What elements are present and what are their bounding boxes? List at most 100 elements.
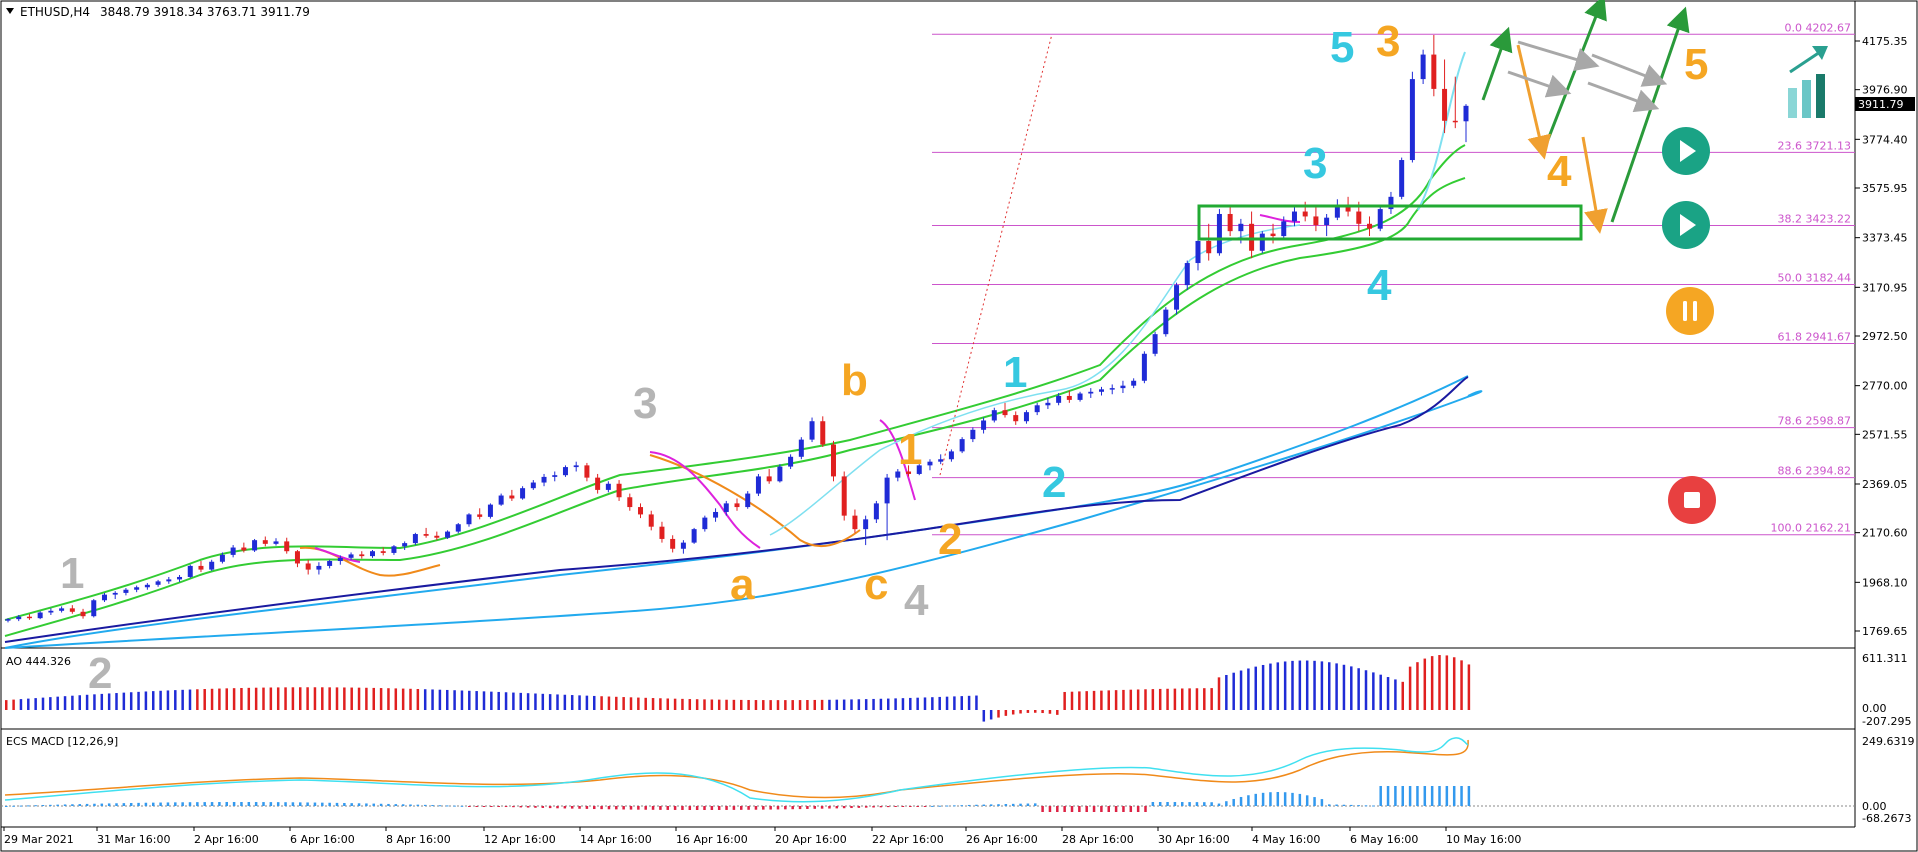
candle [423, 527, 429, 538]
time-tick-label: 8 Apr 16:00 [386, 833, 451, 846]
ao-bar [210, 688, 214, 710]
macd-bar [71, 804, 74, 806]
dropdown-triangle-icon[interactable] [6, 8, 14, 14]
macd-bar [747, 806, 750, 810]
ao-bar [806, 700, 809, 710]
candle [627, 493, 633, 511]
macd-bar [1034, 803, 1037, 806]
macd-bar [1136, 806, 1140, 812]
macd-line [4, 737, 1469, 803]
ao-bar [754, 700, 758, 710]
ao-bar [1394, 679, 1397, 710]
ao-bar [600, 696, 603, 710]
price-tick-label: 3774.40 [1862, 133, 1908, 146]
ao-bar [1445, 655, 1449, 710]
macd-bar [225, 802, 228, 806]
macd-bar [1122, 806, 1125, 812]
ao-tick-label: 0.00 [1862, 702, 1887, 715]
ao-bar [644, 697, 647, 710]
macd-bar [423, 804, 427, 806]
macd-bar [1173, 802, 1177, 806]
ao-bar [1276, 662, 1280, 710]
pause-button[interactable] [1666, 287, 1714, 335]
ao-bar [1085, 691, 1088, 710]
wave-label-gray: 2 [88, 649, 112, 698]
ao-bar [607, 696, 611, 710]
ao-bar [637, 697, 640, 710]
ao-bar [534, 693, 537, 710]
down-arrow-2 [1581, 136, 1608, 234]
candle [648, 510, 654, 531]
ao-bar [769, 700, 772, 710]
ao-bar [570, 695, 574, 710]
ao-bar [989, 710, 993, 720]
ao-bar [1144, 689, 1147, 710]
ao-bar [673, 698, 677, 710]
macd-bar [1085, 806, 1088, 812]
fib-label: 61.8 2941.67 [1778, 331, 1851, 344]
macd-bar [1100, 806, 1103, 812]
macd-bar [12, 805, 15, 807]
candle [1249, 211, 1255, 259]
wave-label-cyan: 5 [1330, 23, 1354, 72]
support-box [1197, 204, 1583, 241]
macd-bar [1063, 806, 1066, 812]
macd-bar [1342, 804, 1346, 806]
candle [48, 608, 54, 615]
macd-bar [710, 806, 714, 810]
ao-bar [438, 689, 442, 710]
candle [638, 503, 644, 519]
macd-bar [762, 806, 765, 810]
macd-bar [784, 806, 787, 810]
macd-bar [262, 802, 265, 806]
macd-bar [1041, 806, 1044, 812]
candle [670, 535, 676, 553]
time-tick-label: 28 Apr 16:00 [1062, 833, 1134, 846]
ao-bar [1401, 681, 1404, 710]
wave-label-orange: 2 [938, 515, 962, 564]
candle [16, 614, 22, 622]
macd-bar [909, 806, 912, 807]
candle [1023, 410, 1029, 424]
ao-bar [909, 697, 912, 710]
macd-bar [732, 806, 736, 810]
macd-bar [431, 805, 434, 807]
ao-bar [820, 699, 824, 710]
ao-bar [997, 710, 1000, 718]
macd-bar [1328, 804, 1331, 806]
ao-bar [152, 691, 155, 710]
stop-button[interactable] [1668, 476, 1716, 524]
macd-bar [306, 802, 309, 806]
candle [1163, 307, 1169, 337]
ao-bar [1004, 710, 1008, 716]
macd-bar [144, 802, 148, 806]
ao-bar [710, 699, 714, 710]
macd-bar [350, 803, 353, 806]
macd-bar [578, 806, 581, 809]
ao-bar [622, 697, 625, 710]
time-tick-label: 16 Apr 16:00 [676, 833, 748, 846]
play-button-2[interactable] [1662, 201, 1710, 249]
up-arrow-1 [1481, 26, 1513, 101]
candle [702, 515, 708, 532]
ao-bar [916, 697, 919, 710]
candle [1045, 397, 1051, 409]
macd-bar [1394, 786, 1397, 806]
candle [1152, 331, 1158, 357]
ao-bar [350, 687, 353, 710]
candle [734, 498, 740, 511]
ao-bar [409, 688, 412, 710]
ao-bar [762, 700, 765, 710]
macd-bar [666, 806, 669, 810]
candle [680, 540, 686, 554]
macd-bar [717, 806, 721, 810]
play-button-1[interactable] [1662, 127, 1710, 175]
macd-bar [615, 806, 618, 810]
macd-bar [291, 802, 295, 806]
ao-bar [938, 696, 941, 710]
ao-bar [1452, 657, 1456, 710]
macd-bar [1254, 793, 1257, 806]
wave-label-orange: 1 [898, 425, 922, 474]
candle [1367, 216, 1373, 237]
